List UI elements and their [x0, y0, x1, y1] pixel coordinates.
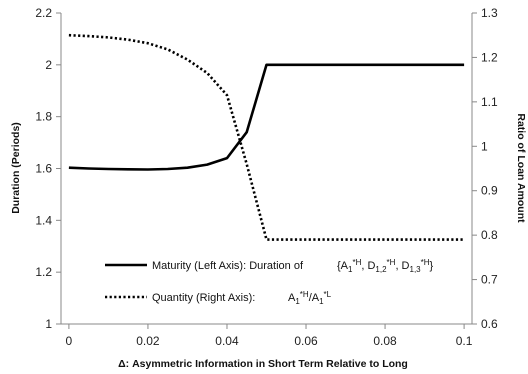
- y-right-tick-label: 1.3: [481, 6, 498, 20]
- y-left-tick-label: 2: [45, 58, 52, 72]
- x-tick-label: 0.04: [215, 334, 239, 348]
- y-left-tick-label: 2.2: [35, 6, 52, 20]
- y-right-tick-label: 0.9: [481, 184, 498, 198]
- y-left-tick-label: 1.8: [35, 110, 52, 124]
- y-right-tick-label: 0.8: [481, 228, 498, 242]
- y-left-tick-label: 1.4: [35, 213, 52, 227]
- y-right-tick-label: 1.1: [481, 95, 498, 109]
- y-left-axis-title: Duration (Periods): [10, 122, 22, 214]
- y-right-tick-label: 1: [481, 139, 488, 153]
- y-left-tick-label: 1.2: [35, 265, 52, 279]
- left-axis-ticks: 1 1.2 1.4 1.6 1.8 2 2.2: [35, 6, 61, 331]
- legend-quantity-ratio: A1*H/A1*L: [288, 290, 332, 306]
- x-axis-ticks: 0 0.02 0.04 0.06 0.08 0.1: [66, 324, 473, 348]
- x-tick-label: 0.06: [294, 334, 318, 348]
- x-tick-label: 0: [66, 334, 73, 348]
- y-right-tick-label: 0.6: [481, 317, 498, 331]
- y-right-axis-title: Ratio of Loan Amount: [515, 113, 527, 223]
- y-left-tick-label: 1: [45, 317, 52, 331]
- legend-maturity-label: Maturity (Left Axis): Duration of: [152, 260, 304, 272]
- legend-quantity-label: Quantity (Right Axis):: [152, 292, 255, 304]
- x-tick-label: 0.1: [456, 334, 473, 348]
- x-axis-title: Δ: Asymmetric Information in Short Term …: [118, 358, 408, 370]
- legend: Maturity (Left Axis): Duration of {A1*H,…: [105, 258, 434, 306]
- legend-maturity-set: {A1*H, D1,2*H, D1,3*H}: [337, 258, 434, 274]
- y-right-tick-label: 1.2: [481, 50, 498, 64]
- y-left-tick-label: 1.6: [35, 162, 52, 176]
- quantity-series-line: [68, 33, 465, 241]
- series-lines: [68, 33, 465, 241]
- right-axis-ticks: 0.6 0.7 0.8 0.9 1 1.1 1.2 1.3: [472, 6, 498, 331]
- maturity-series-line: [68, 63, 465, 171]
- x-tick-label: 0.08: [373, 334, 397, 348]
- x-tick-label: 0.02: [136, 334, 160, 348]
- y-right-tick-label: 0.7: [481, 273, 498, 287]
